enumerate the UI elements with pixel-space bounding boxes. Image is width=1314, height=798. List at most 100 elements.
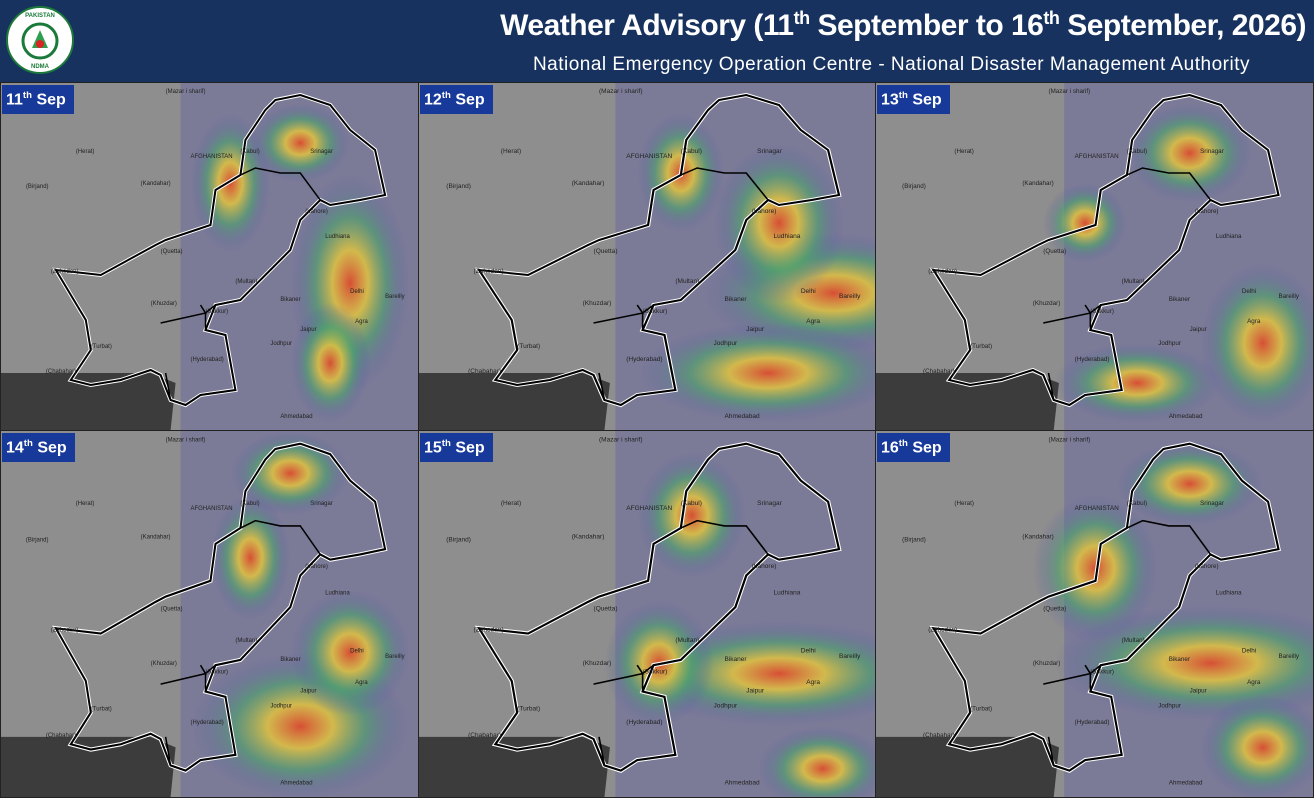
place-label: (Lahore) <box>1195 208 1219 215</box>
map: AFGHANISTAN (Kabul) (Herat) (Kandahar) (Quet… <box>876 83 1313 430</box>
place-label: (Khuzdar) <box>583 300 612 307</box>
panel-label: 12th Sep <box>420 85 493 115</box>
panel-suffix: th <box>441 438 451 449</box>
map: AFGHANISTAN (Kabul) (Herat) (Kandahar) (Quet… <box>1 431 418 797</box>
rain-area <box>250 103 351 183</box>
province-border <box>1048 167 1212 315</box>
place-label: Jodhpur <box>1158 702 1181 709</box>
place-label: (Birjand) <box>902 537 926 544</box>
province-border <box>165 167 322 315</box>
place-label: Bareilly <box>839 293 861 300</box>
place-label: (Sukkur) <box>643 669 668 676</box>
place-label: Jodhpur <box>1158 340 1181 347</box>
title-part: September to 16 <box>809 9 1044 42</box>
panel-label: 16th Sep <box>877 433 950 463</box>
place-label: (Sukkur) <box>206 309 229 315</box>
place-label: (Quetta) <box>594 605 618 612</box>
place-label: (Herat) <box>954 500 974 507</box>
panel-day: 13 <box>881 91 899 109</box>
place-label: (Hyderabad) <box>1075 719 1110 726</box>
place-label: (Mazar i sharif) <box>166 436 206 443</box>
place-label: (Zahedan) <box>474 626 504 633</box>
place-label: (Zahedan) <box>928 268 957 275</box>
subtitle: National Emergency Operation Centre - Na… <box>532 54 1250 75</box>
place-label: Srinagar <box>1200 500 1224 507</box>
place-label: Ludhiana <box>325 234 350 240</box>
place-label: (Multan) <box>1122 637 1145 644</box>
place-label: Bikaner <box>1169 296 1190 303</box>
place-label: Jaipur <box>746 326 764 333</box>
panel-label: 15th Sep <box>420 433 493 463</box>
place-label: Delhi <box>1242 288 1256 295</box>
place-label: (Chabahar) <box>468 368 501 375</box>
rain-area <box>1200 694 1313 797</box>
place-label: (Chabahar) <box>46 369 76 375</box>
panel-day: 11 <box>6 91 23 109</box>
place-label: Ahmedabad <box>1169 413 1203 420</box>
rain-area <box>210 494 291 621</box>
place-label: Bikaner <box>280 297 300 303</box>
place-label: (Turbat) <box>91 705 112 712</box>
place-label: (Khuzdar) <box>583 660 612 667</box>
place-label: Delhi <box>350 289 364 295</box>
panel-day: 16 <box>881 439 899 457</box>
place-label: (Mazar i sharif) <box>599 88 643 95</box>
rain-area <box>637 323 875 423</box>
title: Weather Advisory (11th September to 16th… <box>500 8 1306 43</box>
place-label: AFGHANISTAN <box>1075 153 1119 160</box>
place-label: (Kabul) <box>681 148 702 155</box>
place-label: (Kandahar) <box>1022 180 1053 187</box>
place-label: AFGHANISTAN <box>1075 505 1120 512</box>
panel-month: Sep <box>455 439 485 457</box>
place-label: (Mazar i sharif) <box>166 89 206 95</box>
sea <box>876 736 1059 797</box>
rain-area <box>713 143 845 303</box>
place-label: Ludhiana <box>774 233 801 240</box>
panel-month: Sep <box>36 91 66 109</box>
place-label: Ahmedabad <box>280 779 313 786</box>
panel-suffix: th <box>441 90 451 101</box>
place-label: (Chabahar) <box>46 732 76 739</box>
place-label: Delhi <box>350 647 364 654</box>
place-label: Srinagar <box>757 500 783 507</box>
place-label: Jodhpur <box>270 702 292 709</box>
place-label: Jodhpur <box>270 341 292 347</box>
place-label: (Sukkur) <box>643 308 668 315</box>
place-label: (Lahore) <box>1195 563 1219 570</box>
place-label: (Turbat) <box>91 344 112 350</box>
place-label: Ahmedabad <box>280 414 312 420</box>
map: AFGHANISTAN (Kabul) (Herat) (Kandahar) (Quet… <box>876 431 1313 797</box>
panel-suffix: th <box>23 438 33 449</box>
sea <box>1 736 176 797</box>
title-part: th <box>793 8 811 28</box>
place-label: Jaipur <box>1190 326 1207 333</box>
sea <box>419 373 610 430</box>
place-label: Ludhiana <box>1216 233 1242 240</box>
place-label: (Herat) <box>76 149 95 155</box>
place-label: Delhi <box>801 648 816 655</box>
panel-month: Sep <box>37 439 67 457</box>
place-label: (Mazar i sharif) <box>599 437 643 444</box>
place-label: Srinagar <box>310 500 333 507</box>
title-part: September, 2026) <box>1059 9 1306 42</box>
rain-area <box>1053 343 1221 423</box>
province-border <box>593 672 677 772</box>
panel-label: 11th Sep <box>2 85 74 115</box>
panel-label: 14th Sep <box>2 433 75 463</box>
place-label: (Hyderabad) <box>626 719 662 726</box>
place-label: (Birjand) <box>26 184 49 190</box>
rain-area <box>1043 183 1127 263</box>
place-label: (Herat) <box>501 148 521 155</box>
panel-suffix: th <box>898 438 908 449</box>
map-panel: AFGHANISTAN (Kabul) (Herat) (Kandahar) (Quet… <box>875 82 1314 431</box>
map-panel: AFGHANISTAN (Kabul) (Herat) (Kandahar) (Quet… <box>0 82 419 431</box>
place-label: (Kabul) <box>1127 500 1147 507</box>
place-label: Bareilly <box>839 653 861 660</box>
place-label: (Turbat) <box>517 706 540 713</box>
sea <box>876 373 1059 430</box>
place-label: Agra <box>355 319 368 325</box>
place-label: (Kandahar) <box>1022 534 1053 541</box>
header: PAKISTAN NDMA Weather Advisory (11th Sep… <box>0 0 1314 82</box>
place-label: (Chabahar) <box>923 732 955 739</box>
